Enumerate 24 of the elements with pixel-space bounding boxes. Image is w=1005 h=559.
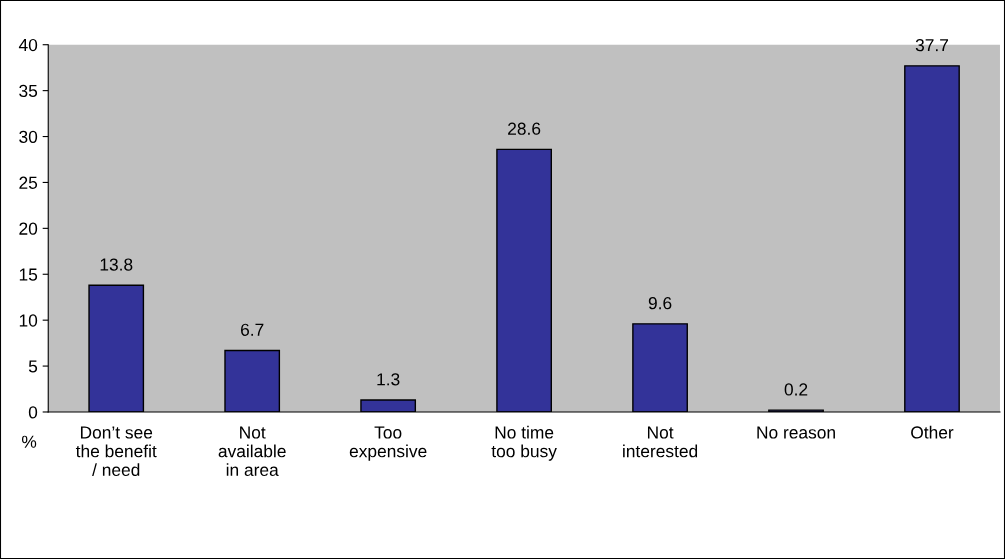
- data-label: 9.6: [648, 297, 672, 310]
- y-tick-label: 15: [19, 268, 38, 281]
- y-tick-label: 10: [19, 314, 38, 327]
- y-tick-label: 30: [19, 130, 38, 143]
- y-tick-label: 35: [19, 84, 38, 98]
- x-tick-label: No time too busy: [491, 425, 557, 461]
- data-label: 13.8: [100, 258, 133, 271]
- y-axis-title: %: [22, 435, 37, 448]
- y-tick-label: 5: [28, 360, 38, 373]
- data-label: 37.7: [915, 39, 949, 52]
- x-tick-label: Don’t see the benefit / need: [75, 426, 157, 477]
- x-tick-label: Too expensive: [349, 426, 427, 461]
- y-tick-label: 20: [19, 222, 38, 235]
- x-tick-label: Not available in area: [218, 426, 286, 477]
- y-tick-label: 40: [18, 38, 38, 52]
- x-tick-label: Not interested: [623, 426, 698, 458]
- data-label: 28.6: [508, 122, 541, 135]
- y-tick-label: 25: [19, 176, 38, 189]
- data-label: 0.2: [784, 383, 808, 396]
- data-label: 1.3: [377, 373, 400, 386]
- x-tick-label: No reason: [757, 426, 835, 439]
- y-tick-label: 0: [28, 406, 38, 419]
- data-label: 6.7: [241, 323, 264, 336]
- x-tick-label: Other: [911, 425, 954, 439]
